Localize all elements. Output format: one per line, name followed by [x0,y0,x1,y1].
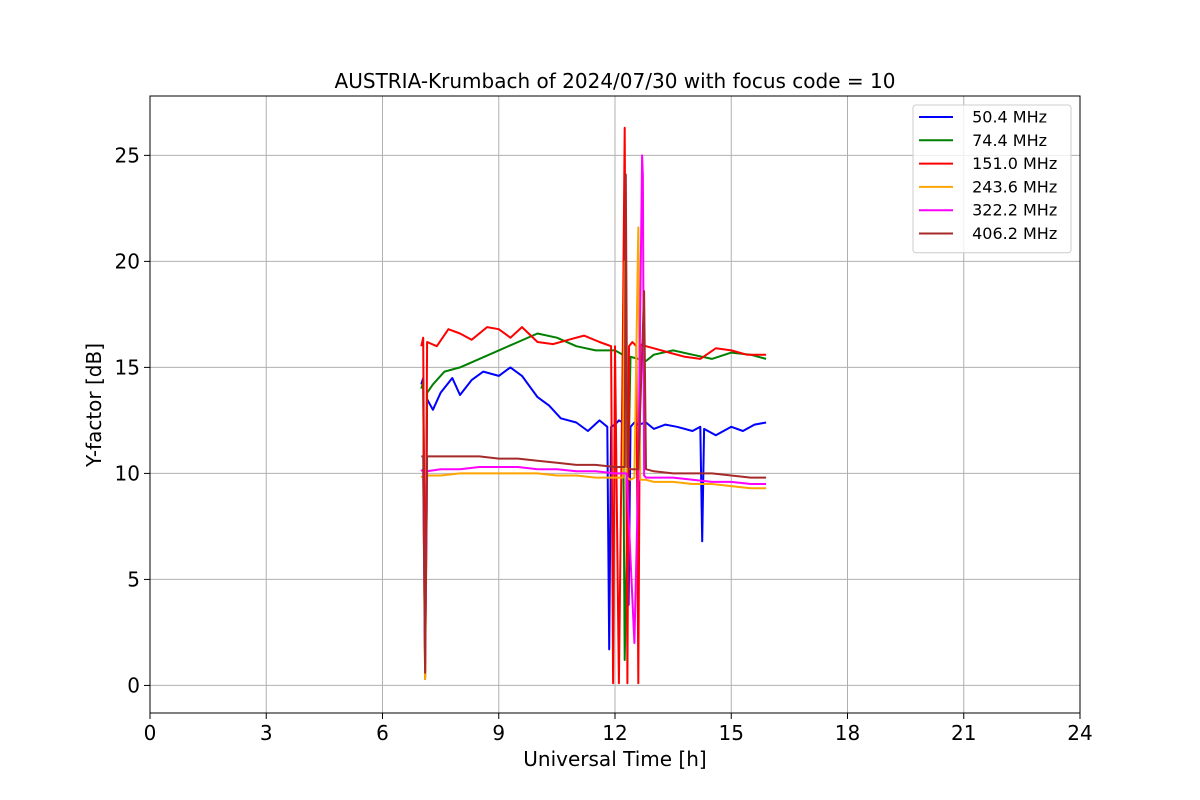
legend-label: 406.2 MHz [967,224,1057,243]
x-tick-label: 0 [144,721,157,745]
legend-label: 322.2 MHz [967,201,1057,220]
legend-box [912,104,1072,254]
y-axis-ticks: 0 5 10 15 20 25 [115,143,150,697]
x-tick-label: 24 [1067,721,1092,745]
series-line-1 [420,332,767,681]
y-tick-label: 5 [127,567,140,591]
y-tick-label: 20 [115,249,140,273]
y-tick-label: 10 [115,461,140,485]
series-line-4 [420,154,767,666]
y-tick-label: 25 [115,143,140,167]
x-axis-label: Universal Time [h] [523,747,706,771]
x-tick-label: 21 [951,721,976,745]
series-line-2 [420,126,767,685]
x-tick-label: 9 [492,721,505,745]
x-axis-ticks: 0 3 6 9 12 15 18 21 24 [144,713,1093,745]
chart-title: AUSTRIA-Krumbach of 2024/07/30 with focu… [335,69,896,93]
legend-label: 74.4 MHz [967,131,1047,150]
series-line-3 [420,226,767,681]
x-tick-label: 12 [602,721,627,745]
legend-label: 243.6 MHz [967,177,1057,196]
plot-series-group [420,126,767,685]
x-tick-label: 18 [835,721,860,745]
series-line-5 [421,173,767,674]
y-tick-label: 15 [115,355,140,379]
y-axis-label: Y-factor [dB] [82,343,106,468]
legend: 50.4 MHz 74.4 MHz 151.0 MHz 243.6 MHz 32… [912,104,1072,254]
legend-label: 50.4 MHz [967,108,1047,127]
x-tick-label: 15 [719,721,744,745]
x-tick-label: 6 [376,721,389,745]
legend-label: 151.0 MHz [967,154,1057,173]
x-tick-label: 3 [260,721,273,745]
y-tick-label: 0 [127,673,140,697]
